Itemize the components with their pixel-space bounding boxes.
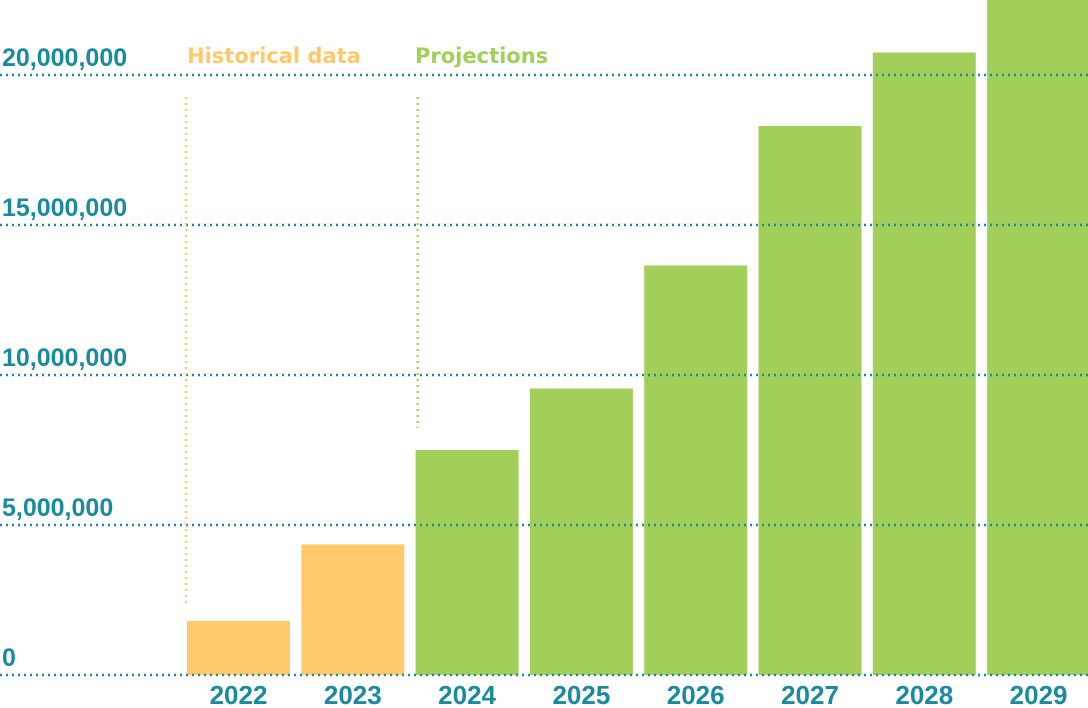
y-tick-label: 5,000,000	[2, 494, 113, 522]
bar-2028	[872, 52, 976, 675]
y-tick-label: 20,000,000	[2, 44, 127, 72]
bar-2023	[301, 544, 405, 675]
gridlines-group	[0, 73, 1088, 677]
x-axis-ticks: 2022 2023 2024 2025 2026 2027 2028 2029	[210, 680, 1068, 708]
x-tick-label: 2028	[895, 680, 953, 708]
bar-2026	[644, 265, 748, 675]
y-axis-ticks: 0 5,000,000 10,000,000 15,000,000 20,000,000	[2, 44, 127, 672]
x-tick-label: 2027	[781, 680, 839, 708]
bar-2027	[758, 126, 862, 675]
bars-group	[187, 0, 1088, 675]
x-tick-label: 2023	[324, 680, 382, 708]
x-tick-label: 2026	[667, 680, 725, 708]
y-tick-label: 15,000,000	[2, 194, 127, 222]
bar-2025	[529, 388, 633, 675]
bar-2029	[987, 0, 1088, 675]
historical-data-label: Historical data	[187, 44, 361, 68]
annotations-group: Historical data Projections	[184, 44, 548, 607]
bar-2022	[187, 621, 290, 675]
y-tick-label: 0	[2, 644, 16, 672]
x-tick-label: 2022	[210, 680, 268, 708]
x-tick-label: 2029	[1010, 680, 1068, 708]
x-tick-label: 2025	[552, 680, 610, 708]
x-tick-label: 2024	[438, 680, 496, 708]
projections-label: Projections	[415, 44, 548, 68]
bar-2024	[415, 450, 519, 675]
y-tick-label: 10,000,000	[2, 344, 127, 372]
